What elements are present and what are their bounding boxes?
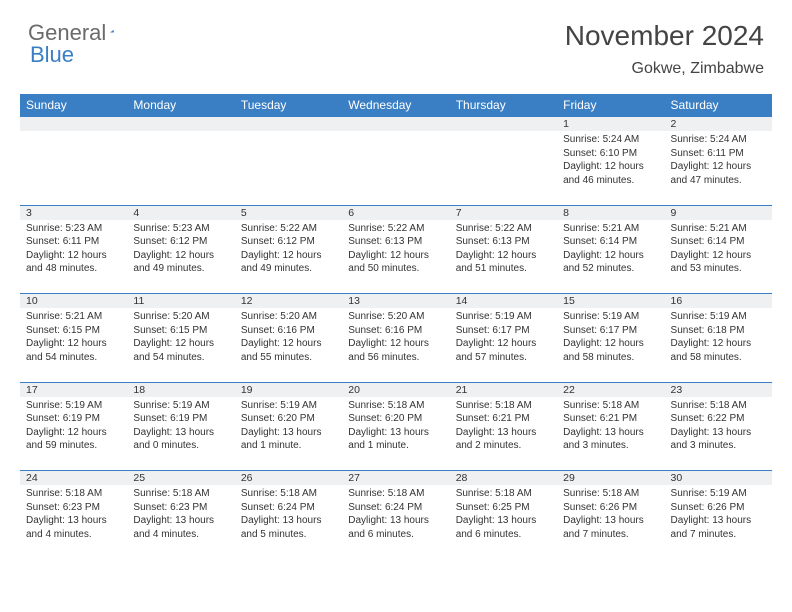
day-content-cell: Sunrise: 5:21 AMSunset: 6:15 PMDaylight:… [20,308,127,382]
day-content-cell: Sunrise: 5:21 AMSunset: 6:14 PMDaylight:… [665,220,772,294]
day-number-cell: 5 [235,205,342,220]
day-content-cell: Sunrise: 5:21 AMSunset: 6:14 PMDaylight:… [557,220,664,294]
day-content-cell: Sunrise: 5:18 AMSunset: 6:20 PMDaylight:… [342,397,449,471]
day-content-cell: Sunrise: 5:18 AMSunset: 6:26 PMDaylight:… [557,485,664,559]
day-content-cell: Sunrise: 5:22 AMSunset: 6:13 PMDaylight:… [342,220,449,294]
day-content-cell: Sunrise: 5:20 AMSunset: 6:15 PMDaylight:… [127,308,234,382]
day-content-row: Sunrise: 5:24 AMSunset: 6:10 PMDaylight:… [20,131,772,205]
day-content-cell: Sunrise: 5:24 AMSunset: 6:11 PMDaylight:… [665,131,772,205]
day-content-cell: Sunrise: 5:18 AMSunset: 6:23 PMDaylight:… [20,485,127,559]
day-number-row: 12 [20,117,772,132]
day-header-row: SundayMondayTuesdayWednesdayThursdayFrid… [20,94,772,117]
day-content-cell: Sunrise: 5:19 AMSunset: 6:17 PMDaylight:… [450,308,557,382]
day-number-cell: 11 [127,294,234,309]
day-content-cell: Sunrise: 5:19 AMSunset: 6:18 PMDaylight:… [665,308,772,382]
logo-text-blue: Blue [30,42,74,67]
day-number-cell: 29 [557,471,664,486]
day-number-cell [342,117,449,132]
page-title: November 2024 [565,20,764,52]
day-content-cell: Sunrise: 5:20 AMSunset: 6:16 PMDaylight:… [235,308,342,382]
calendar-table: SundayMondayTuesdayWednesdayThursdayFrid… [20,94,772,559]
day-content-cell: Sunrise: 5:19 AMSunset: 6:20 PMDaylight:… [235,397,342,471]
day-content-cell: Sunrise: 5:22 AMSunset: 6:13 PMDaylight:… [450,220,557,294]
day-number-cell: 20 [342,382,449,397]
day-number-cell [235,117,342,132]
day-header: Sunday [20,94,127,117]
day-content-row: Sunrise: 5:19 AMSunset: 6:19 PMDaylight:… [20,397,772,471]
day-header: Friday [557,94,664,117]
day-number-cell: 6 [342,205,449,220]
logo-triangle-icon [110,22,114,40]
day-number-cell: 24 [20,471,127,486]
day-number-cell: 8 [557,205,664,220]
day-content-cell [450,131,557,205]
day-content-cell: Sunrise: 5:22 AMSunset: 6:12 PMDaylight:… [235,220,342,294]
day-number-cell: 26 [235,471,342,486]
day-content-cell: Sunrise: 5:18 AMSunset: 6:21 PMDaylight:… [450,397,557,471]
day-number-cell: 9 [665,205,772,220]
day-number-cell [20,117,127,132]
header: General November 2024 Gokwe, Zimbabwe [0,0,792,84]
day-content-cell: Sunrise: 5:19 AMSunset: 6:19 PMDaylight:… [127,397,234,471]
day-header: Thursday [450,94,557,117]
day-number-cell: 10 [20,294,127,309]
day-number-cell: 15 [557,294,664,309]
day-number-cell: 25 [127,471,234,486]
day-number-cell: 21 [450,382,557,397]
day-number-cell: 13 [342,294,449,309]
day-number-cell: 14 [450,294,557,309]
day-number-row: 3456789 [20,205,772,220]
day-header: Wednesday [342,94,449,117]
day-content-cell [342,131,449,205]
day-header: Monday [127,94,234,117]
day-header: Saturday [665,94,772,117]
day-content-cell: Sunrise: 5:19 AMSunset: 6:26 PMDaylight:… [665,485,772,559]
day-content-row: Sunrise: 5:23 AMSunset: 6:11 PMDaylight:… [20,220,772,294]
day-content-cell: Sunrise: 5:18 AMSunset: 6:24 PMDaylight:… [235,485,342,559]
day-content-cell: Sunrise: 5:19 AMSunset: 6:17 PMDaylight:… [557,308,664,382]
day-number-cell: 30 [665,471,772,486]
day-content-cell: Sunrise: 5:18 AMSunset: 6:21 PMDaylight:… [557,397,664,471]
day-number-cell: 23 [665,382,772,397]
day-number-cell: 4 [127,205,234,220]
day-number-cell: 19 [235,382,342,397]
day-number-cell: 3 [20,205,127,220]
day-content-cell: Sunrise: 5:24 AMSunset: 6:10 PMDaylight:… [557,131,664,205]
day-number-cell: 2 [665,117,772,132]
day-content-cell [20,131,127,205]
day-header: Tuesday [235,94,342,117]
day-number-cell: 1 [557,117,664,132]
day-number-cell: 16 [665,294,772,309]
location-label: Gokwe, Zimbabwe [565,60,764,78]
day-content-row: Sunrise: 5:18 AMSunset: 6:23 PMDaylight:… [20,485,772,559]
day-content-cell: Sunrise: 5:18 AMSunset: 6:25 PMDaylight:… [450,485,557,559]
day-number-cell: 28 [450,471,557,486]
day-content-cell [235,131,342,205]
day-number-cell: 22 [557,382,664,397]
day-content-cell: Sunrise: 5:19 AMSunset: 6:19 PMDaylight:… [20,397,127,471]
day-number-row: 17181920212223 [20,382,772,397]
day-number-cell: 12 [235,294,342,309]
day-number-cell: 18 [127,382,234,397]
day-number-row: 10111213141516 [20,294,772,309]
day-number-cell: 17 [20,382,127,397]
day-content-cell: Sunrise: 5:18 AMSunset: 6:22 PMDaylight:… [665,397,772,471]
day-content-row: Sunrise: 5:21 AMSunset: 6:15 PMDaylight:… [20,308,772,382]
day-number-cell: 7 [450,205,557,220]
day-number-cell [450,117,557,132]
day-content-cell: Sunrise: 5:23 AMSunset: 6:12 PMDaylight:… [127,220,234,294]
day-content-cell [127,131,234,205]
title-block: November 2024 Gokwe, Zimbabwe [565,20,764,78]
day-content-cell: Sunrise: 5:23 AMSunset: 6:11 PMDaylight:… [20,220,127,294]
day-number-row: 24252627282930 [20,471,772,486]
day-content-cell: Sunrise: 5:18 AMSunset: 6:23 PMDaylight:… [127,485,234,559]
day-content-cell: Sunrise: 5:20 AMSunset: 6:16 PMDaylight:… [342,308,449,382]
day-number-cell: 27 [342,471,449,486]
day-number-cell [127,117,234,132]
day-content-cell: Sunrise: 5:18 AMSunset: 6:24 PMDaylight:… [342,485,449,559]
